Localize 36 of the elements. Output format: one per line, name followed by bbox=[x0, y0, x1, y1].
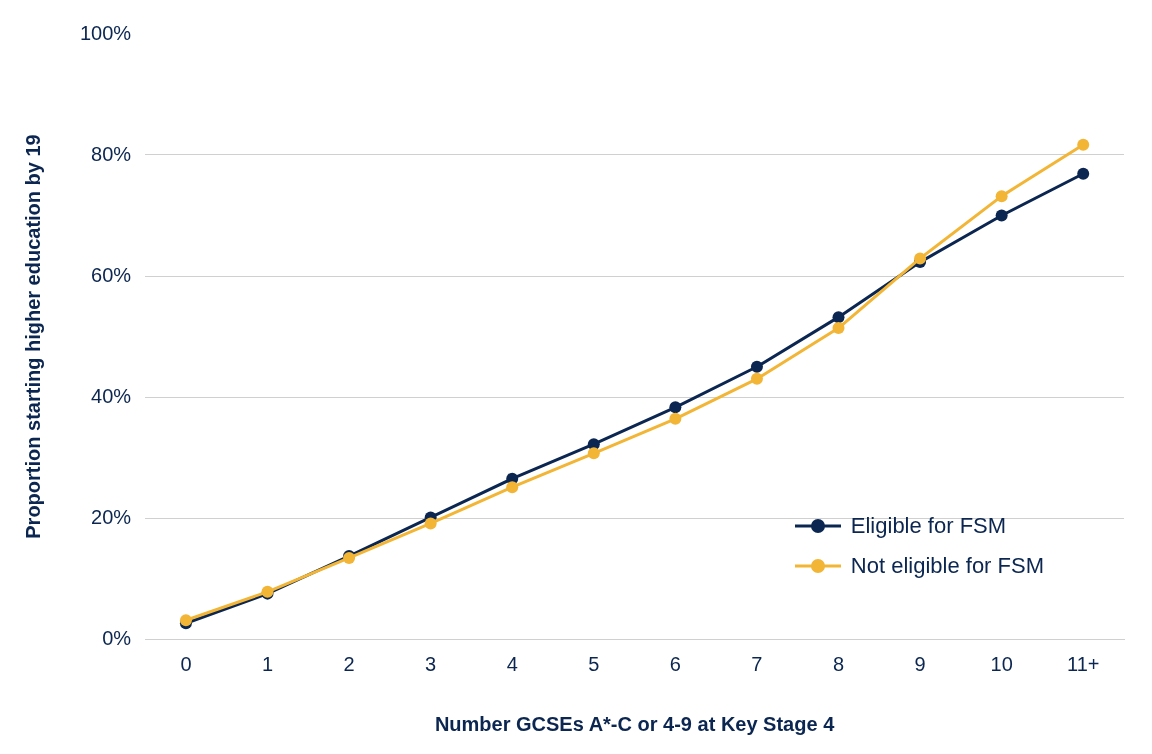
point bbox=[669, 401, 682, 414]
y-tick-label: 80% bbox=[91, 142, 132, 165]
y-tick-label: 0% bbox=[102, 626, 132, 649]
x-tick-label: 10 bbox=[990, 652, 1013, 675]
point bbox=[424, 517, 437, 530]
point bbox=[506, 481, 519, 494]
x-tick-label: 0 bbox=[180, 652, 192, 675]
point bbox=[995, 209, 1008, 222]
x-tick-label: 2 bbox=[343, 652, 355, 675]
legend-label: Eligible for FSM bbox=[850, 513, 1007, 539]
x-tick-label: 8 bbox=[832, 652, 845, 675]
point bbox=[1077, 138, 1090, 151]
y-tick-label: 40% bbox=[91, 384, 132, 407]
x-tick-label: 5 bbox=[588, 652, 600, 675]
point bbox=[669, 412, 682, 425]
point bbox=[587, 447, 600, 460]
x-tick-label: 7 bbox=[751, 652, 763, 675]
point bbox=[914, 252, 927, 265]
x-tick-label: 9 bbox=[914, 652, 926, 675]
y-tick-label: 60% bbox=[91, 263, 132, 286]
point bbox=[750, 360, 763, 373]
x-tick-label: 11+ bbox=[1066, 652, 1100, 675]
x-tick-label: 6 bbox=[669, 652, 681, 675]
point bbox=[1077, 167, 1090, 180]
y-tick-label: 20% bbox=[91, 505, 132, 528]
x-axis-title: Number GCSEs A*-C or 4-9 at Key Stage 4 bbox=[434, 712, 836, 735]
x-tick-label: 3 bbox=[425, 652, 437, 675]
x-tick-label: 1 bbox=[261, 652, 274, 675]
point bbox=[832, 322, 845, 335]
y-tick-label: 100% bbox=[80, 21, 132, 44]
point bbox=[995, 190, 1008, 203]
x-tick-label: 4 bbox=[506, 652, 518, 675]
point bbox=[832, 311, 845, 324]
y-axis-title: Proportion starting higher education by 19 bbox=[21, 134, 44, 539]
legend-label: Not eligible for FSM bbox=[850, 553, 1044, 579]
point bbox=[750, 372, 763, 385]
